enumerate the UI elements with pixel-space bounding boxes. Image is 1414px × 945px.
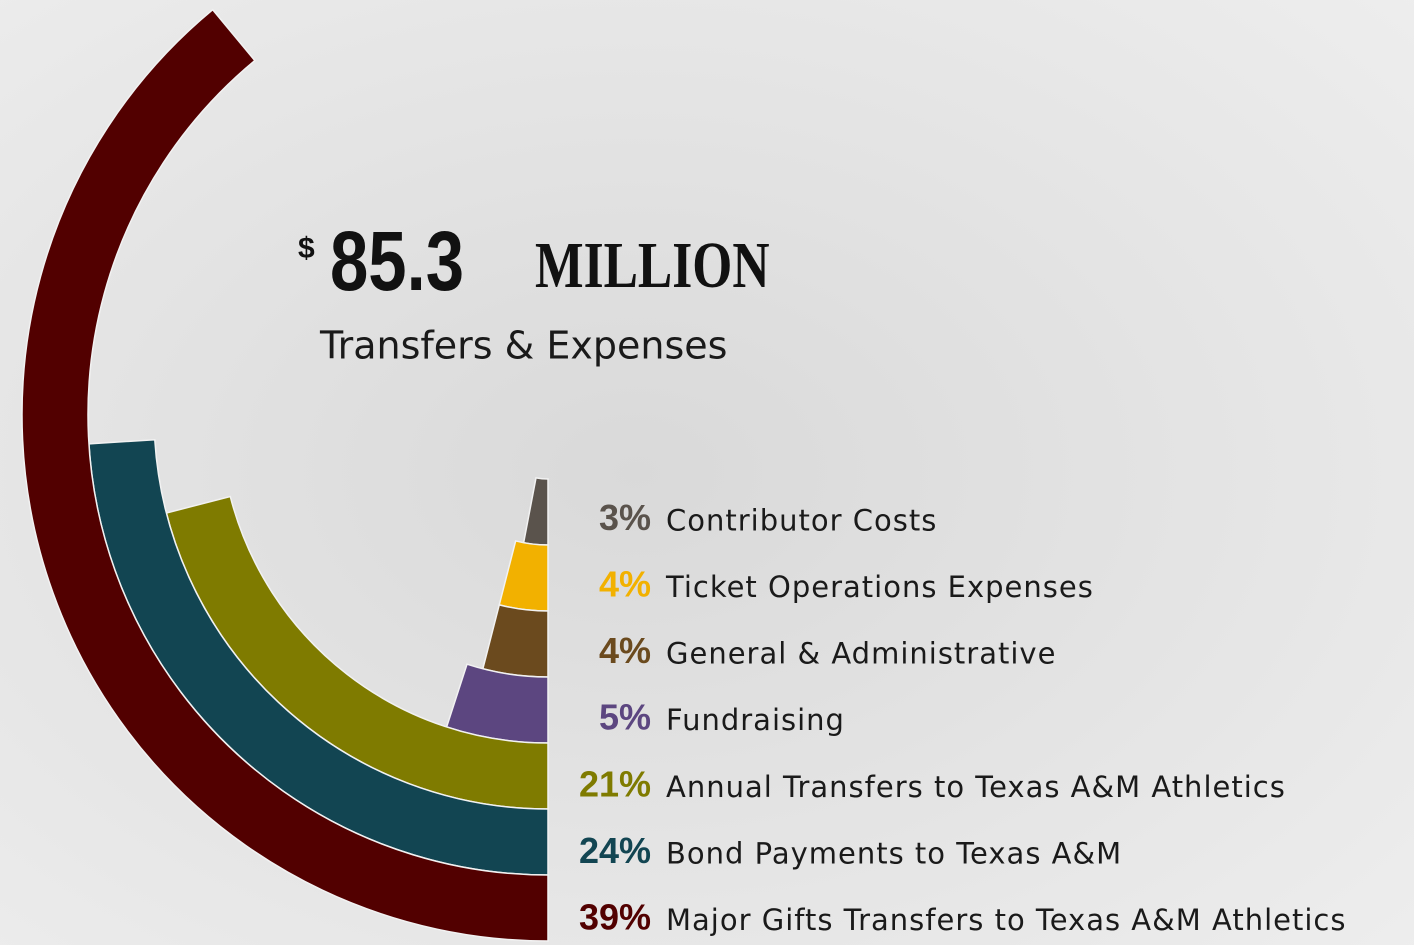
subtitle: Transfers & Expenses — [319, 324, 727, 368]
category-label: Annual Transfers to Texas A&M Athletics — [666, 770, 1286, 804]
category-label: Bond Payments to Texas A&M — [666, 836, 1122, 870]
value-label: 39% — [579, 897, 651, 938]
ring-bar — [21, 8, 549, 942]
value-label: 5% — [599, 697, 651, 738]
category-label: Contributor Costs — [666, 503, 937, 537]
value-label: 21% — [579, 763, 651, 804]
value-label: 3% — [599, 497, 651, 538]
value-label: 24% — [579, 830, 651, 871]
value-label: 4% — [599, 564, 651, 605]
category-label: Major Gifts Transfers to Texas A&M Athle… — [666, 903, 1346, 937]
category-label: General & Administrative — [666, 637, 1056, 671]
value-label: 4% — [599, 630, 651, 671]
title-unit: MILLION — [535, 228, 770, 302]
title-currency: $ — [298, 232, 315, 265]
category-label: Fundraising — [666, 703, 845, 737]
category-label: Ticket Operations Expenses — [665, 570, 1094, 604]
title-amount: 85.3 — [330, 215, 464, 309]
